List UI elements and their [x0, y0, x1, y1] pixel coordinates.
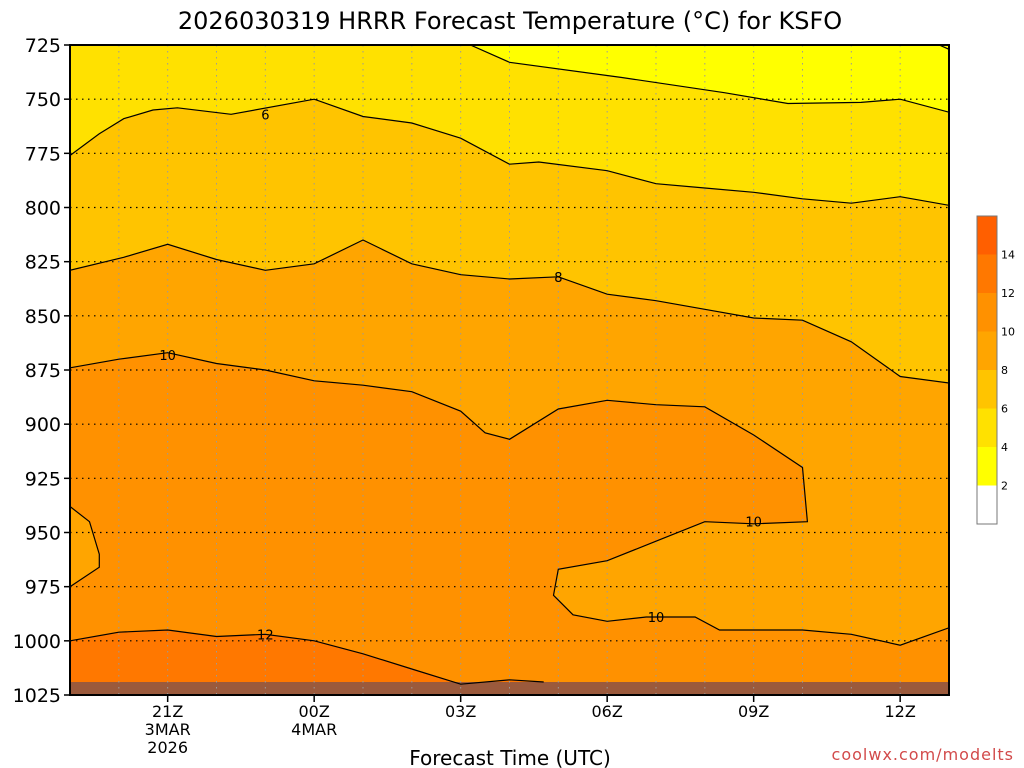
colorbar-swatch: [977, 293, 997, 332]
y-tick-label: 825: [25, 252, 61, 274]
y-tick-label: 800: [25, 198, 61, 220]
x-tick-label: 2026: [147, 738, 188, 757]
y-tick-label: 975: [25, 577, 61, 599]
colorbar-swatch: [977, 408, 997, 447]
colorbar-swatch: [977, 370, 997, 409]
x-axis-label: Forecast Time (UTC): [409, 746, 611, 768]
x-tick-label: 21Z: [152, 702, 183, 721]
x-tick-label: 06Z: [592, 702, 623, 721]
y-tick-label: 725: [25, 35, 61, 57]
fill-12-to-14: [70, 630, 544, 695]
x-tick-label: 03Z: [445, 702, 476, 721]
x-tick-label: 4MAR: [291, 720, 337, 739]
x-tick-label: 3MAR: [145, 720, 191, 739]
contour-line-8: [70, 239, 949, 384]
contour-labels: 6 8 10 10 10 12: [159, 108, 762, 643]
x-tick-label: 09Z: [738, 702, 769, 721]
contour-label: 10: [648, 611, 665, 626]
y-axis: 725 750 775 800 825 850 875 900 925 950 975 1000 102…: [13, 35, 70, 707]
colorbar-swatch: [977, 331, 997, 370]
colorbar: 2 4 6 8 10 12 14: [976, 215, 1015, 525]
chart-title: 2026030319 HRRR Forecast Temperature (°C…: [178, 7, 842, 35]
fill-8-to-10-left-pocket: [70, 506, 100, 587]
y-tick-label: 750: [25, 89, 61, 111]
fill-2-to-4: [470, 45, 949, 113]
y-tick-label: 875: [25, 360, 61, 382]
contour-label: 10: [159, 349, 176, 364]
colorbar-frame: [976, 215, 998, 525]
colorbar-swatch: [977, 254, 997, 293]
grid-lines: [70, 45, 949, 695]
fill-10-to-12: [70, 352, 949, 695]
colorbar-swatch: [977, 216, 997, 255]
x-tick-label: 00Z: [299, 702, 330, 721]
y-tick-label: 775: [25, 143, 61, 165]
colorbar-tick-label: 2: [1001, 480, 1008, 493]
contour-label: 10: [745, 516, 762, 531]
colorbar-swatch: [977, 447, 997, 486]
contour-line-10: [70, 352, 949, 646]
colorbar-tick-label: 12: [1001, 287, 1015, 300]
colorbar-tick-label: 10: [1001, 326, 1015, 339]
credit-text: coolwx.com/modelts: [832, 745, 1014, 764]
colorbar-tick-label: 6: [1001, 403, 1008, 416]
contour-line-12: [70, 629, 544, 685]
y-tick-label: 1000: [13, 631, 61, 653]
colorbar-tick-label: 4: [1001, 441, 1008, 454]
y-tick-label: 925: [25, 468, 61, 490]
contour-line-6: [70, 98, 949, 206]
colorbar-tick-label: 8: [1001, 364, 1008, 377]
y-tick-label: 850: [25, 306, 61, 328]
contour-lines: [70, 45, 949, 685]
colorbar-swatch: [977, 485, 997, 524]
y-tick-label: 1025: [13, 685, 61, 707]
colorbar-tick-label: 14: [1001, 249, 1015, 262]
y-tick-label: 950: [25, 523, 61, 545]
contour-label: 8: [554, 271, 562, 286]
contour-line-10: [70, 506, 100, 588]
y-tick-label: 900: [25, 414, 61, 436]
x-tick-label: 12Z: [885, 702, 916, 721]
contour-label: 6: [261, 108, 269, 123]
contour-label: 12: [257, 628, 274, 643]
contour-line-4: [470, 45, 949, 113]
